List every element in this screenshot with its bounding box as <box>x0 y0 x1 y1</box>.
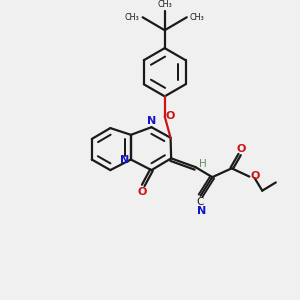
Text: O: O <box>236 144 246 154</box>
Text: H: H <box>199 159 207 169</box>
Text: N: N <box>147 116 157 126</box>
Text: N: N <box>196 206 206 216</box>
Text: CH₃: CH₃ <box>157 0 172 9</box>
Text: O: O <box>138 187 147 197</box>
Text: N: N <box>120 154 129 164</box>
Text: O: O <box>250 171 260 181</box>
Text: O: O <box>165 111 175 121</box>
Text: CH₃: CH₃ <box>125 13 140 22</box>
Text: CH₃: CH₃ <box>190 13 204 22</box>
Text: C: C <box>196 196 204 206</box>
